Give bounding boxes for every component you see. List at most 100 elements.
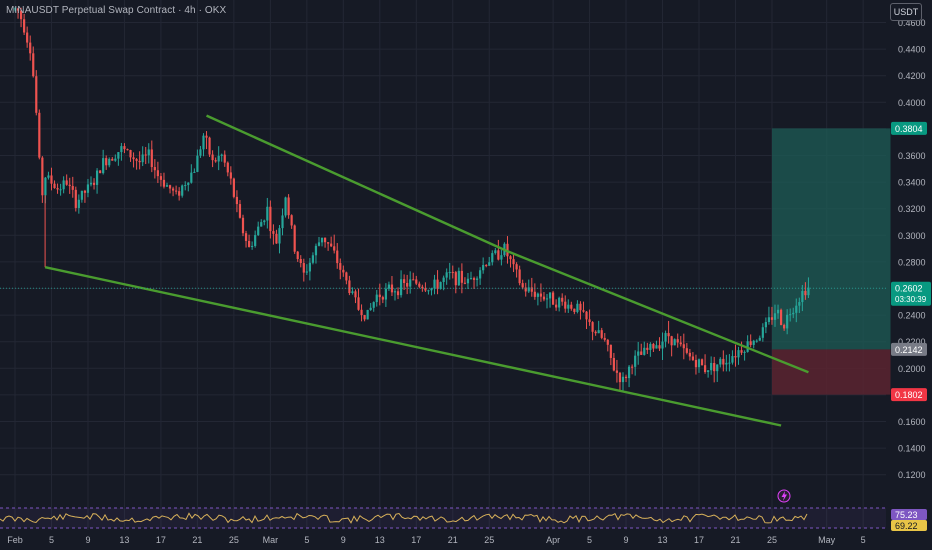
candle-body: [494, 250, 497, 254]
candle-body: [348, 280, 351, 294]
candle-body: [217, 155, 220, 162]
candle-body: [232, 178, 235, 197]
candle-body: [360, 309, 363, 316]
candle-body: [600, 330, 603, 338]
rsi-upper-value: 75.23: [895, 510, 918, 520]
candle-body: [627, 366, 631, 379]
candle-body: [162, 179, 166, 187]
candle-body: [32, 53, 35, 77]
time-tick-label: 9: [85, 535, 90, 545]
time-tick-label: 17: [694, 535, 704, 545]
candle-body: [406, 282, 409, 287]
price-tick-label: 0.1600: [898, 417, 926, 427]
candle-body: [387, 284, 391, 289]
price-tick-label: 0.2200: [898, 337, 926, 347]
candle-body: [196, 155, 199, 172]
candle-body: [415, 279, 418, 284]
candle-body: [710, 362, 713, 371]
candle-body: [366, 309, 369, 320]
candle-body: [378, 294, 381, 298]
target-price-badge: 0.3804: [895, 124, 923, 134]
lightning-bolt-glyph: [781, 491, 787, 501]
candle-body: [77, 199, 80, 208]
candle-body: [345, 272, 348, 281]
candle-body: [287, 197, 290, 216]
candle-body: [655, 345, 658, 349]
candle-body: [102, 158, 105, 174]
candle-body: [305, 271, 308, 273]
price-axis[interactable]: 0.12000.14000.16000.18000.20000.22000.24…: [898, 18, 926, 480]
candle-body: [783, 324, 786, 329]
candle-body: [357, 297, 360, 310]
candle-body: [548, 292, 552, 299]
candle-body: [731, 356, 734, 363]
currency-button[interactable]: USDT: [890, 3, 922, 21]
candle-body: [555, 304, 558, 308]
time-tick-label: 5: [861, 535, 866, 545]
candle-body: [257, 226, 260, 236]
alert-marker[interactable]: [777, 489, 791, 503]
candle-body: [722, 358, 725, 365]
candle-body: [269, 206, 272, 232]
candle-body: [114, 158, 117, 161]
candle-body: [421, 286, 424, 289]
candle-body: [138, 160, 141, 163]
candle-body: [363, 315, 366, 320]
candle-body: [62, 180, 65, 190]
wedge-lower-line[interactable]: [44, 266, 782, 427]
candle-body: [713, 362, 716, 372]
price-tick-label: 0.3400: [898, 178, 926, 188]
candle-body: [649, 343, 652, 350]
candle-body: [320, 237, 324, 243]
candle-body: [466, 278, 470, 284]
candle-body: [393, 291, 397, 293]
candle-body: [244, 233, 248, 241]
candle-body: [454, 272, 457, 286]
candle-body: [521, 283, 524, 288]
candle-body: [591, 322, 594, 332]
candle-body: [716, 364, 719, 372]
candle-body: [472, 278, 476, 280]
last-price-badge: 0.2602: [895, 284, 923, 294]
candle-body: [153, 167, 156, 171]
candle-body: [65, 180, 68, 185]
candle-body: [761, 327, 764, 338]
candle-body: [436, 279, 439, 289]
candle-body: [795, 305, 798, 313]
candle-body: [570, 304, 573, 309]
candle-body: [445, 272, 448, 278]
candle-body: [545, 298, 549, 300]
candle-body: [111, 158, 114, 161]
wedge-upper-line[interactable]: [206, 114, 809, 374]
price-tick-label: 0.1400: [898, 444, 926, 454]
candle-body: [500, 255, 503, 260]
rsi-lower-value: 69.22: [895, 521, 918, 531]
candle-body: [16, 8, 20, 11]
candle-body: [205, 135, 208, 138]
candle-body: [558, 297, 561, 308]
time-axis[interactable]: Feb 5 9 13 17 21 25 Mar 5 9 13 17 21 25 Apr 5 9 13 17 21 25 M…: [7, 535, 865, 545]
grid-lines: [0, 0, 886, 530]
time-tick-label: 25: [484, 535, 494, 545]
time-tick-label: 9: [624, 535, 629, 545]
candle-body: [226, 162, 229, 173]
candle-body: [691, 356, 695, 360]
candle-body: [427, 290, 430, 292]
candle-body: [573, 308, 576, 312]
candle-body: [202, 135, 205, 150]
candle-body: [497, 250, 500, 260]
candle-body: [652, 343, 655, 349]
time-tick-label: 17: [411, 535, 421, 545]
candle-body: [773, 313, 777, 320]
candle-body: [482, 265, 485, 271]
rsi-upper-badge-bg: [891, 509, 927, 520]
candle-body: [199, 149, 202, 156]
candle-body: [272, 231, 275, 234]
candle-body: [369, 307, 372, 310]
candle-body: [658, 345, 661, 349]
candle-body: [56, 188, 59, 190]
candle-body: [509, 256, 512, 260]
falling-wedge-lines[interactable]: [44, 114, 809, 427]
